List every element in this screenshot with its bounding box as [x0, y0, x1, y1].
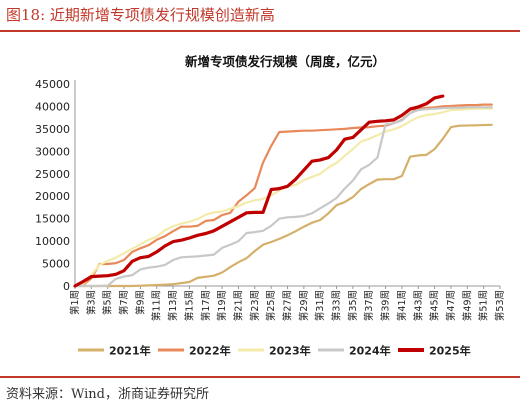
x-tick-label: 第15周: [183, 290, 195, 321]
x-tick-label: 第25周: [265, 290, 277, 321]
x-tick-label: 第35周: [347, 290, 359, 321]
y-tick-label: 15000: [35, 213, 70, 226]
legend: 2021年 2022年 2023年 2024年 2025年: [78, 344, 471, 358]
x-tick-label: 第23周: [249, 290, 261, 321]
y-tick-label: 5000: [42, 258, 70, 271]
x-tick-label: 第21周: [232, 290, 244, 321]
series-line: [73, 94, 445, 288]
x-tick-label: 第9周: [134, 290, 146, 315]
x-tick-label: 第45周: [429, 290, 441, 321]
x-tick-label: 第27周: [282, 290, 294, 321]
y-tick-label: 40000: [35, 100, 70, 113]
y-tick-label: 35000: [35, 123, 70, 136]
source-rule: [0, 376, 520, 378]
x-tick-label: 第53周: [494, 290, 506, 321]
x-tick-label: 第11周: [151, 290, 163, 321]
x-tick-label: 第41周: [396, 290, 408, 321]
y-tick-label: 0: [63, 280, 70, 293]
chart-title: 新增专项债发行规模（周度，亿元）: [185, 54, 385, 69]
legend-label: 2022年: [189, 344, 231, 358]
x-tick-label: 第1周: [69, 290, 81, 315]
figure-title: 图18: 近期新增专项债发行规模创造新高: [6, 6, 275, 24]
x-tick-label: 第31周: [314, 290, 326, 321]
x-tick-label: 第39周: [380, 290, 392, 321]
x-tick-label: 第19周: [216, 290, 228, 321]
y-tick-label: 20000: [35, 190, 70, 203]
x-tick-label: 第5周: [102, 290, 114, 315]
x-tick-label: 第51周: [478, 290, 490, 321]
x-tick-label: 第17周: [200, 290, 212, 321]
chart: 新增专项债发行规模（周度，亿元） 0 5000 10000 15000 20000 250…: [35, 54, 506, 358]
x-tick-label: 第7周: [118, 290, 130, 315]
title-rule: [0, 30, 520, 32]
series-line: [73, 106, 493, 288]
legend-label: 2021年: [109, 344, 151, 358]
legend-label: 2024年: [349, 344, 391, 358]
legend-label: 2023年: [269, 344, 311, 358]
x-axis: 第1周 第3周 第5周 第7周 第9周 第11周 第13周 第15周 第17周 第19周 第21周第…: [69, 285, 506, 321]
y-tick-label: 30000: [35, 145, 70, 158]
x-tick-label: 第13周: [167, 290, 179, 321]
series-line: [73, 103, 493, 288]
y-tick-label: 10000: [35, 235, 70, 248]
x-tick-label: 第29周: [298, 290, 310, 321]
series-line: [73, 123, 493, 288]
x-tick-label: 第47周: [445, 290, 457, 321]
x-tick-label: 第33周: [331, 290, 343, 321]
legend-label: 2025年: [429, 344, 471, 358]
x-tick-label: 第37周: [363, 290, 375, 321]
x-tick-label: 第43周: [412, 290, 424, 321]
y-axis: 0 5000 10000 15000 20000 25000 30000 35000 40000…: [35, 78, 76, 293]
series-lines: [73, 94, 493, 288]
x-tick-label: 第49周: [461, 290, 473, 321]
x-tick-label: 第3周: [85, 290, 97, 315]
source-note: 资料来源：Wind，浙商证券研究所: [6, 387, 209, 402]
y-tick-label: 45000: [35, 78, 70, 91]
y-tick-label: 25000: [35, 168, 70, 181]
